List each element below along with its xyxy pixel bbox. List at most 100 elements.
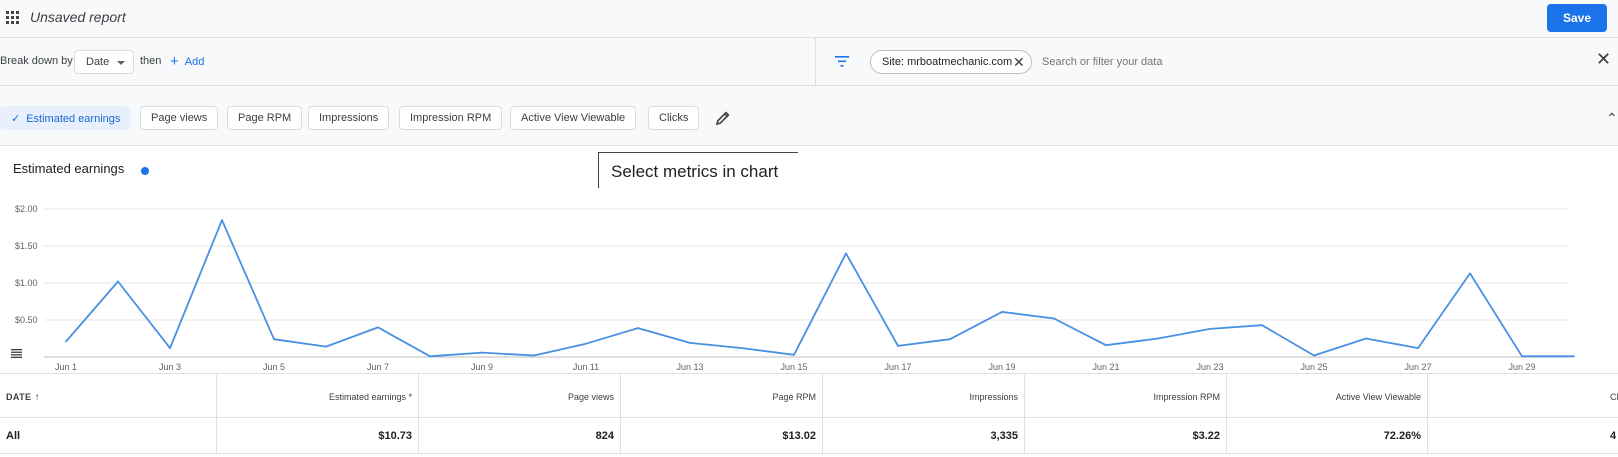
column-header-clicks[interactable]: Clicks (1610, 392, 1618, 402)
data-point (1157, 337, 1159, 340)
y-tick-label: $1.50 (15, 241, 38, 251)
chart-title: Estimated earnings (13, 161, 125, 176)
table-cell-page-rpm: $13.02 (621, 418, 823, 454)
table-cell-impressions: 3,335 (823, 418, 1025, 454)
metric-chip-page-views[interactable]: Page views (140, 106, 219, 130)
data-point (1001, 310, 1003, 313)
column-header-page-views[interactable]: Page views (419, 374, 621, 418)
data-point (793, 353, 795, 356)
table-cell-estimated-earnings: $10.73 (217, 418, 419, 454)
data-point (1261, 324, 1263, 327)
report-table: DATE ↑ Estimated earnings * Page views Pa… (0, 374, 1618, 457)
metric-chip-clicks[interactable]: Clicks (648, 106, 700, 130)
table-cell-clicks: 4 (1610, 430, 1617, 442)
data-point (169, 347, 171, 350)
edit-metrics-pencil-icon[interactable] (715, 110, 731, 126)
x-tick-label: Jun 9 (471, 362, 493, 372)
data-point (377, 326, 379, 329)
x-tick-label: Jun 19 (988, 362, 1015, 372)
add-breakdown-button[interactable]: + Add (170, 52, 205, 70)
then-label: then (140, 55, 162, 67)
x-tick-label: Jun 7 (367, 362, 389, 372)
y-tick-label: $2.00 (15, 204, 38, 214)
data-point (1313, 354, 1315, 357)
select-metrics-tooltip: Select metrics in chart (598, 152, 798, 188)
remove-filter-icon[interactable]: ✕ (1013, 54, 1025, 70)
metric-chip-label: Clicks (659, 112, 689, 124)
column-header-page-rpm[interactable]: Page RPM (621, 374, 823, 418)
x-tick-label: Jun 1 (55, 362, 77, 372)
search-filter-input[interactable] (1040, 52, 1460, 72)
table-cell-date: All (0, 418, 217, 454)
data-point (1053, 317, 1055, 320)
x-tick-label: Jun 25 (1300, 362, 1327, 372)
data-point (325, 345, 327, 348)
x-tick-label: Jun 3 (159, 362, 181, 372)
metric-chips-row: ✓ Estimated earnings Page views Page RPM … (0, 86, 1618, 146)
metric-chip-label: Page views (151, 112, 208, 124)
series-line (65, 219, 1574, 358)
x-tick-label: Jun 11 (573, 362, 599, 372)
column-header-date[interactable]: DATE ↑ (0, 374, 217, 418)
y-tick-label: $1.00 (15, 278, 38, 288)
metric-chip-page-rpm[interactable]: Page RPM (227, 106, 303, 130)
data-point (65, 340, 67, 343)
data-point (949, 338, 951, 341)
data-point (1365, 337, 1367, 340)
metric-chip-active-view-viewable[interactable]: Active View Viewable (510, 106, 637, 130)
column-header-impressions[interactable]: Impressions (823, 374, 1025, 418)
table-cell-impression-rpm: $3.22 (1025, 418, 1227, 454)
x-tick-label: Jun 17 (884, 362, 911, 372)
data-point (897, 345, 899, 347)
add-breakdown-label: Add (184, 56, 205, 68)
column-header-estimated-earnings[interactable]: Estimated earnings * (217, 374, 419, 418)
metric-chip-impression-rpm[interactable]: Impression RPM (399, 106, 503, 130)
sort-ascending-icon: ↑ (34, 392, 40, 403)
data-point (1469, 272, 1471, 275)
site-filter-chip[interactable]: Site: mrboatmechanic.com ✕ (870, 50, 1032, 74)
table-row: All $10.73 824 $13.02 3,335 $3.22 72.26%… (0, 418, 1618, 454)
column-header-impression-rpm[interactable]: Impression RPM (1025, 374, 1227, 418)
data-point (117, 280, 119, 283)
data-point (1105, 344, 1107, 347)
metric-chip-label: Impression RPM (410, 112, 492, 124)
plus-icon: + (170, 53, 179, 70)
close-filter-icon[interactable]: ✕ (1596, 49, 1612, 69)
metric-chip-label: Active View Viewable (521, 112, 626, 124)
table-cell-page-views: 824 (419, 418, 621, 454)
data-point (585, 342, 587, 345)
breakdown-dimension-select[interactable]: Date (74, 50, 134, 74)
data-point (845, 252, 847, 255)
save-button[interactable]: Save (1547, 4, 1607, 32)
metric-chip-impressions[interactable]: Impressions (308, 106, 390, 130)
data-point (429, 355, 431, 358)
x-tick-label: Jun 21 (1092, 362, 1119, 372)
data-point (637, 327, 639, 330)
metric-chip-label: Estimated earnings (26, 113, 121, 125)
y-tick-label: $0.50 (15, 315, 38, 325)
metric-chip-label: Page RPM (238, 112, 292, 124)
x-tick-label: Jun 15 (780, 362, 807, 372)
apps-grid-icon[interactable] (6, 11, 20, 25)
data-point (221, 219, 223, 221)
data-point (1573, 355, 1575, 358)
data-point (1209, 327, 1211, 330)
x-tick-label: Jun 23 (1196, 362, 1223, 372)
site-filter-label: Site: mrboatmechanic.com (882, 56, 1013, 68)
breakdown-label: Break down by (0, 55, 73, 67)
chart-panel: $0.50 $1.00 $1.50 $2.00 Jun 1 Jun 3 Jun 5 Jun 7… (0, 146, 1618, 374)
filter-icon[interactable] (835, 56, 849, 67)
dropdown-caret-icon (117, 61, 125, 65)
report-title[interactable]: Unsaved report (30, 9, 126, 25)
x-tick-label: Jun 13 (676, 362, 703, 372)
chart-legend-menu-icon[interactable] (11, 349, 22, 358)
metric-chip-estimated-earnings[interactable]: ✓ Estimated earnings (0, 106, 132, 130)
breakdown-dimension-value: Date (86, 56, 110, 68)
x-tick-label: Jun 5 (263, 362, 285, 372)
data-point (689, 342, 691, 344)
earnings-line-chart: $0.50 $1.00 $1.50 $2.00 Jun 1 Jun 3 Jun 5 Jun 7… (15, 204, 1575, 372)
breakdown-row: Break down by Date then + Add Site: mrboa… (0, 38, 1618, 86)
collapse-chart-icon[interactable]: ⌃ (1606, 110, 1618, 126)
table-header-row: DATE ↑ Estimated earnings * Page views Pa… (0, 374, 1618, 418)
column-header-active-view-viewable[interactable]: Active View Viewable (1227, 374, 1428, 418)
